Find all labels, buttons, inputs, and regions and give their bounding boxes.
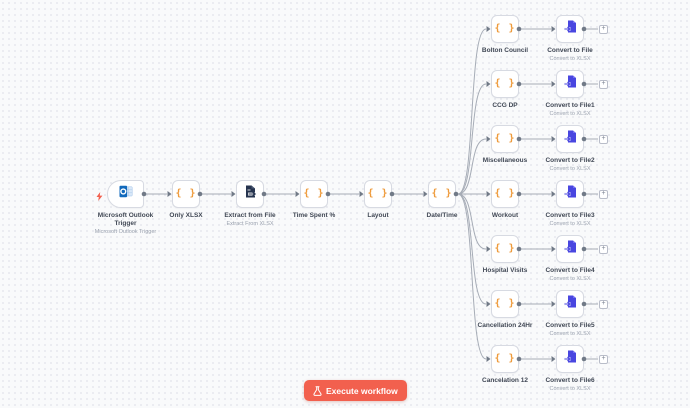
branch-code-node[interactable]: Cancelation 12: [482, 345, 528, 384]
convert-to-file-node[interactable]: Convert to File5 Convert to XLSX: [545, 290, 595, 337]
convert-to-file-node[interactable]: Convert to File2 Convert to XLSX: [545, 125, 595, 172]
file-import-icon: [563, 185, 577, 203]
node-label: Microsoft Outlook Trigger: [97, 212, 154, 228]
convert-to-file-node[interactable]: Convert to File3 Convert to XLSX: [545, 180, 595, 227]
node-subtitle: Convert to XLSX: [549, 330, 591, 337]
node-subtitle: Extract From XLSX: [226, 220, 274, 227]
node-label: Bolton Council: [481, 47, 529, 54]
node-date-time[interactable]: Date/Time: [427, 180, 457, 219]
node-label: Only XLSX: [169, 212, 203, 219]
node-label: Time Spent %: [292, 212, 336, 219]
lightning-bolt-icon: [96, 188, 103, 206]
execute-workflow-label: Execute workflow: [326, 385, 398, 396]
curly-braces-icon: [494, 24, 515, 34]
convert-to-file-node[interactable]: Convert to File1 Convert to XLSX: [545, 70, 595, 117]
add-node-button[interactable]: [599, 244, 608, 254]
execute-workflow-button[interactable]: Execute workflow: [304, 380, 407, 401]
node-label: Convert to File: [547, 47, 593, 54]
branch-code-node[interactable]: Cancellation 24Hr: [478, 290, 532, 329]
node-label: Layout: [367, 212, 389, 219]
add-node-button[interactable]: [599, 354, 608, 364]
node-subtitle: Microsoft Outlook Trigger: [94, 229, 157, 235]
node-layout[interactable]: Layout: [364, 180, 392, 219]
convert-to-file-node[interactable]: Convert to File6 Convert to XLSX: [545, 345, 595, 392]
add-node-button[interactable]: [599, 24, 608, 34]
convert-to-file-node[interactable]: Convert to File Convert to XLSX: [547, 15, 593, 62]
file-import-icon: [563, 20, 577, 38]
node-microsoft-outlook-trigger[interactable]: Microsoft Outlook Trigger Microsoft Outl…: [95, 180, 156, 235]
file-import-icon: [563, 240, 577, 258]
add-node-button[interactable]: [599, 79, 608, 89]
file-import-icon: [563, 130, 577, 148]
node-only-xlsx[interactable]: Only XLSX: [169, 180, 203, 219]
node-subtitle: Convert to XLSX: [549, 165, 591, 172]
flask-icon: [313, 385, 322, 396]
node-subtitle: Convert to XLSX: [549, 220, 591, 227]
node-subtitle: Convert to XLSX: [549, 110, 591, 117]
node-label: Extract from File: [224, 212, 276, 219]
curly-braces-icon: [494, 79, 515, 89]
branch-code-node[interactable]: Workout: [491, 180, 519, 219]
node-label: Convert to File6: [545, 377, 595, 384]
curly-braces-icon: [175, 189, 196, 199]
file-import-icon: [563, 75, 577, 93]
node-subtitle: Convert to XLSX: [549, 385, 591, 392]
add-node-button[interactable]: [599, 299, 608, 309]
node-extract-from-file[interactable]: Extract from File Extract From XLSX: [224, 180, 276, 227]
node-label: Cancellation 24Hr: [477, 322, 533, 329]
node-subtitle: Convert to XLSX: [549, 55, 591, 62]
add-node-button[interactable]: [599, 134, 608, 144]
curly-braces-icon: [431, 189, 452, 199]
node-label: Workout: [491, 212, 519, 219]
node-label: Convert to File1: [545, 102, 595, 109]
node-label: Convert to File4: [545, 267, 595, 274]
node-label: CCG DP: [492, 102, 518, 109]
curly-braces-icon: [303, 189, 324, 199]
curly-braces-icon: [367, 189, 388, 199]
branch-code-node[interactable]: Miscellaneous: [483, 125, 527, 164]
branch-code-node[interactable]: CCG DP: [491, 70, 519, 109]
node-label: Convert to File3: [545, 212, 595, 219]
branch-code-node[interactable]: Hospital Visits: [483, 235, 527, 274]
file-import-icon: [563, 295, 577, 313]
curly-braces-icon: [494, 134, 515, 144]
add-node-button[interactable]: [599, 189, 608, 199]
curly-braces-icon: [494, 299, 515, 309]
file-export-icon: [244, 185, 257, 203]
node-subtitle: Convert to XLSX: [549, 275, 591, 282]
node-label: Hospital Visits: [482, 267, 528, 274]
outlook-logo-icon: [119, 185, 133, 203]
node-label: Convert to File2: [545, 157, 595, 164]
node-label: Convert to File5: [545, 322, 595, 329]
branch-code-node[interactable]: Bolton Council: [482, 15, 528, 54]
node-label: Miscellaneous: [482, 157, 528, 164]
node-label: Cancelation 12: [482, 377, 528, 384]
curly-braces-icon: [494, 189, 515, 199]
curly-braces-icon: [494, 354, 515, 364]
file-import-icon: [563, 350, 577, 368]
node-time-spent[interactable]: Time Spent %: [293, 180, 335, 219]
curly-braces-icon: [494, 244, 515, 254]
convert-to-file-node[interactable]: Convert to File4 Convert to XLSX: [545, 235, 595, 282]
node-label: Date/Time: [426, 212, 458, 219]
